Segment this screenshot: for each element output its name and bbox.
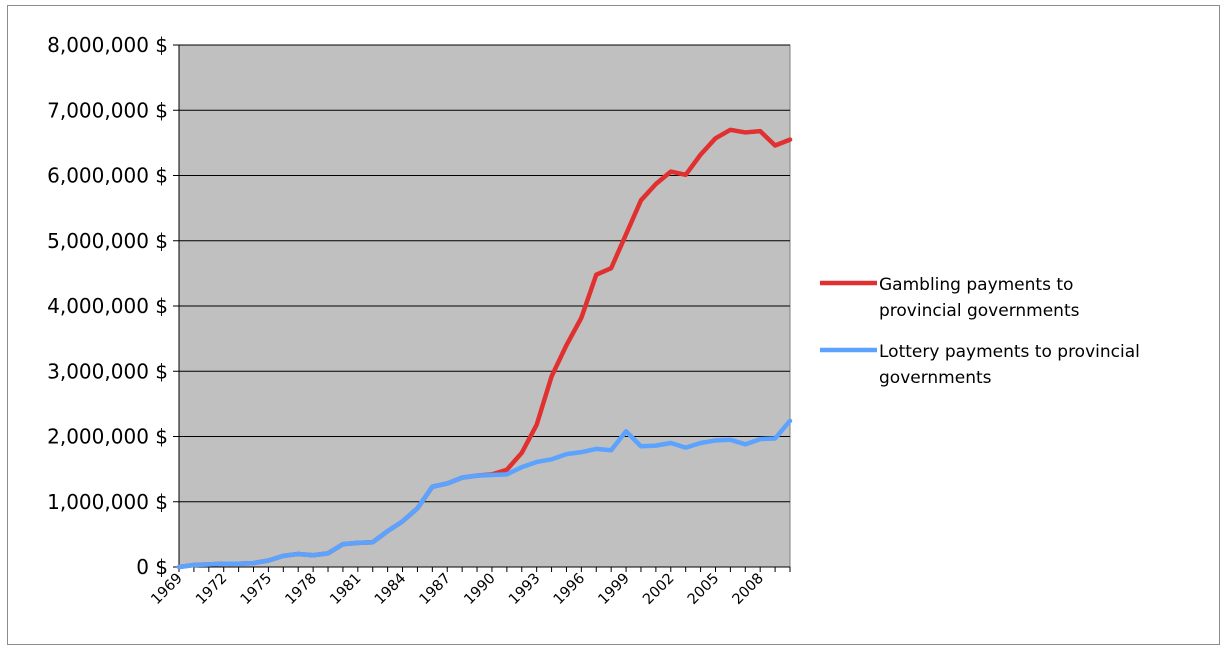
- y-tick-label: 4,000,000 $: [47, 294, 168, 318]
- series-line-2: [176, 418, 793, 570]
- gridlines: [179, 44, 790, 503]
- x-tick-label: 1999: [595, 571, 632, 608]
- axes: [173, 44, 791, 572]
- x-tick-label: 2008: [730, 571, 767, 608]
- x-tick-label: 1996: [551, 571, 588, 608]
- x-tick-label: 2005: [685, 571, 722, 608]
- x-tick-label: 1981: [327, 571, 364, 608]
- y-tick-label: 3,000,000 $: [47, 359, 168, 383]
- y-tick-label: 5,000,000 $: [47, 229, 168, 253]
- legend: Gambling payments to provincial governmen…: [820, 275, 1140, 388]
- x-tick-label: 1972: [193, 571, 230, 608]
- x-tick-label: 1990: [461, 571, 498, 608]
- x-tick-label: 1993: [506, 571, 543, 608]
- y-axis-tick-labels: 0 $ 1,000,000 $ 2,000,000 $ 3,000,000 $ 4,00…: [47, 33, 168, 579]
- y-tick-label: 1,000,000 $: [47, 490, 168, 514]
- x-tick-label: 1975: [238, 571, 275, 608]
- y-tick-label: 2,000,000 $: [47, 425, 168, 449]
- x-tick-label: 1984: [372, 571, 409, 608]
- x-axis-tick-labels: 1969 1972 1975 1978 1981 1984 1987 1990 1993 1996…: [148, 571, 767, 608]
- y-tick-label: 0 $: [136, 555, 168, 579]
- x-tick-label: 1978: [283, 571, 320, 608]
- x-tick-label: 1987: [417, 571, 454, 608]
- series-lines: [176, 127, 793, 570]
- y-tick-label: 6,000,000 $: [47, 164, 168, 188]
- y-tick-label: 7,000,000 $: [47, 98, 168, 122]
- legend-label-1: Gambling payments to provincial governmen…: [879, 275, 1080, 321]
- legend-label-2: Lottery payments to provincial government…: [879, 342, 1140, 388]
- x-tick-label: 2002: [640, 571, 677, 608]
- y-tick-label: 8,000,000 $: [47, 33, 168, 57]
